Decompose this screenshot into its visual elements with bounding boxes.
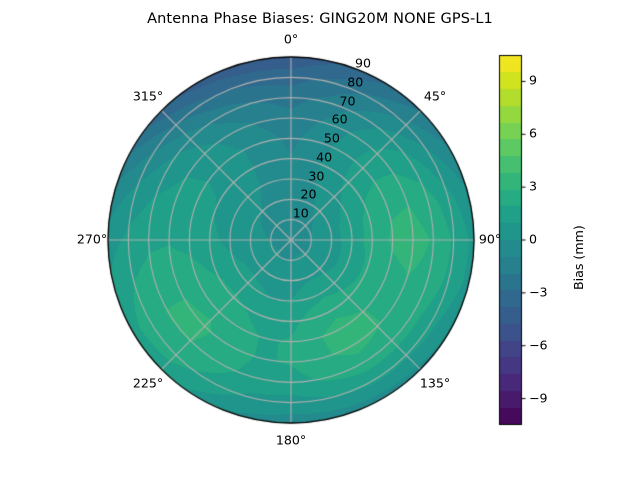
angular-tick-225: 225° [132, 375, 164, 391]
radial-tick-70: 70 [339, 93, 356, 109]
angular-tick-45: 45° [423, 88, 447, 104]
colorbar-tick-6: −9 [529, 390, 548, 406]
radial-tick-60: 60 [331, 111, 348, 127]
angular-tick-135: 135° [419, 375, 451, 391]
angular-tick-315: 315° [132, 88, 164, 104]
angular-tick-0: 0° [283, 31, 299, 47]
radial-tick-10: 10 [292, 205, 309, 221]
radial-tick-30: 30 [308, 168, 325, 184]
angular-tick-270: 270° [76, 231, 108, 247]
radial-tick-80: 80 [347, 74, 364, 90]
radial-tick-20: 20 [300, 187, 317, 203]
angular-tick-90: 90° [478, 231, 502, 247]
page-title: Antenna Phase Biases: GING20M NONE GPS-L… [147, 11, 493, 27]
radial-tick-50: 50 [323, 130, 340, 146]
colorbar-tick-4: −3 [529, 284, 548, 300]
colorbar-tick-5: −6 [529, 337, 548, 353]
colorbar-tick-1: 6 [529, 125, 538, 141]
colorbar-axis-label: Bias (mm) [571, 225, 586, 290]
colorbar-tick-2: 3 [529, 178, 538, 194]
radial-tick-40: 40 [316, 149, 333, 165]
radial-tick-90: 90 [355, 55, 372, 71]
angular-tick-180: 180° [275, 432, 307, 448]
colorbar-tick-3: 0 [529, 231, 538, 247]
colorbar-tick-0: 9 [529, 73, 538, 89]
